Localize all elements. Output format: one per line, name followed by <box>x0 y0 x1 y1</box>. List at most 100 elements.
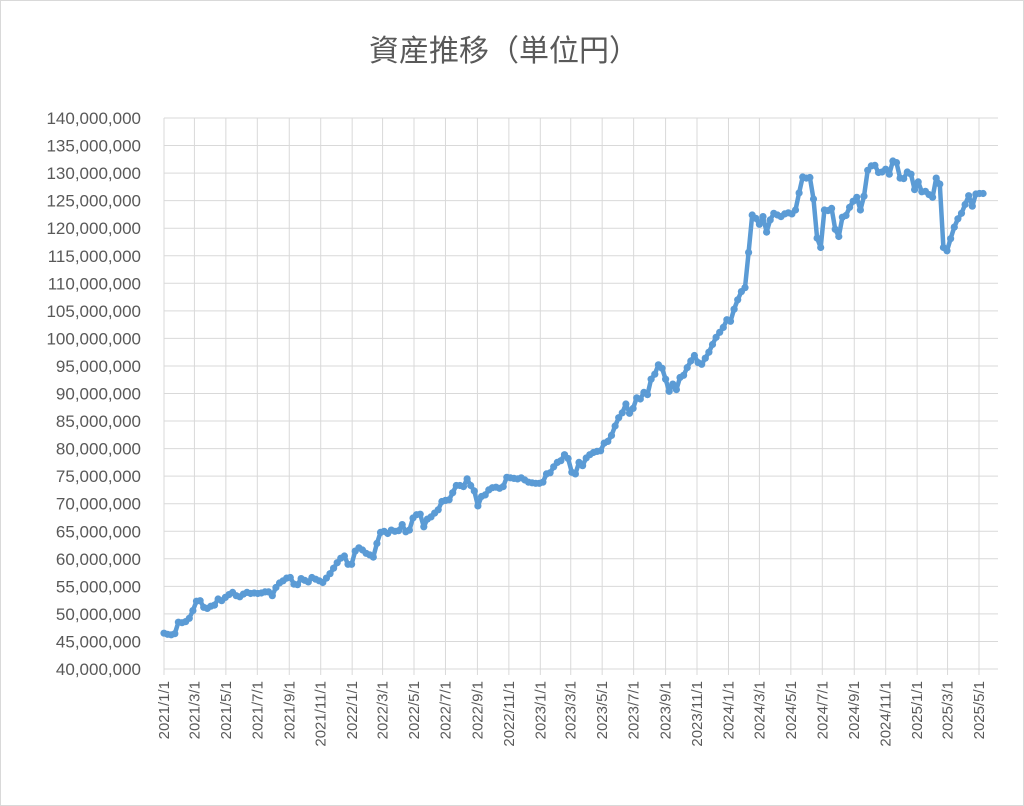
data-point <box>597 447 605 455</box>
data-point <box>947 235 955 243</box>
y-tick-label: 65,000,000 <box>56 522 141 541</box>
y-tick-label: 140,000,000 <box>46 109 141 128</box>
y-tick-label: 75,000,000 <box>56 467 141 486</box>
data-point <box>885 170 893 178</box>
data-point <box>481 491 489 499</box>
x-tick-label: 2022/5/1 <box>406 681 423 739</box>
data-point <box>795 189 803 197</box>
x-tick-label: 2021/7/1 <box>249 681 266 739</box>
x-tick-label: 2021/1/1 <box>156 681 173 739</box>
x-tick-label: 2021/11/1 <box>313 681 330 747</box>
data-point <box>719 323 727 331</box>
x-axis-tick-labels: 2021/1/1 2021/3/1 2021/5/1 2021/7/1 2021/9/1… <box>156 681 988 747</box>
data-point <box>911 186 919 194</box>
data-point <box>340 552 348 560</box>
data-point <box>950 223 958 231</box>
data-point <box>467 481 475 490</box>
data-point <box>813 234 821 242</box>
data-point <box>449 489 457 497</box>
x-tick-label: 2021/3/1 <box>186 681 203 739</box>
x-tick-label: 2024/11/1 <box>878 681 895 747</box>
x-tick-label: 2022/7/1 <box>437 681 454 739</box>
x-tick-label: 2023/1/1 <box>532 681 549 739</box>
data-point <box>564 454 572 463</box>
x-tick-label: 2023/9/1 <box>658 681 675 739</box>
y-tick-label: 115,000,000 <box>48 247 141 266</box>
data-point <box>954 215 962 223</box>
data-point <box>185 614 193 622</box>
data-point <box>459 483 468 491</box>
data-point <box>892 159 901 167</box>
data-point <box>651 370 659 378</box>
y-tick-label: 70,000,000 <box>56 495 141 514</box>
x-tick-label: 2024/9/1 <box>846 681 863 739</box>
y-tick-label: 105,000,000 <box>46 302 141 321</box>
y-tick-label: 55,000,000 <box>56 577 141 596</box>
gridlines <box>163 117 998 675</box>
data-point <box>835 232 843 241</box>
data-point <box>434 506 442 514</box>
data-point <box>571 470 580 478</box>
data-point <box>373 539 381 548</box>
series-line-layer <box>161 158 986 638</box>
data-point <box>611 422 619 430</box>
data-point <box>791 206 800 214</box>
x-tick-label: 2024/7/1 <box>814 681 831 739</box>
data-point-markers <box>160 157 987 639</box>
data-point <box>965 192 973 200</box>
data-point <box>405 526 413 534</box>
data-point <box>932 174 940 182</box>
data-point <box>759 213 767 221</box>
y-tick-label: 40,000,000 <box>56 660 141 679</box>
data-point <box>330 564 338 572</box>
data-point <box>470 487 478 495</box>
data-point <box>445 496 453 504</box>
data-point <box>680 371 688 379</box>
data-point <box>943 247 951 255</box>
data-point <box>687 357 695 365</box>
data-point <box>871 161 879 169</box>
y-tick-label: 125,000,000 <box>46 192 141 211</box>
data-point <box>395 527 403 535</box>
y-tick-label: 120,000,000 <box>46 219 141 238</box>
data-point <box>979 189 987 198</box>
data-point <box>622 400 630 408</box>
data-point <box>853 193 861 201</box>
data-point <box>474 502 482 510</box>
data-point <box>171 630 179 638</box>
y-tick-label: 95,000,000 <box>56 357 141 376</box>
y-tick-label: 80,000,000 <box>56 440 141 459</box>
data-point <box>658 364 666 372</box>
y-tick-label: 45,000,000 <box>56 632 141 651</box>
x-tick-label: 2021/5/1 <box>218 681 235 739</box>
data-point <box>557 457 565 465</box>
data-point <box>629 404 637 412</box>
data-point <box>745 248 753 256</box>
y-tick-label: 90,000,000 <box>56 385 141 404</box>
data-point <box>579 462 587 470</box>
data-point <box>957 209 966 217</box>
data-point <box>698 360 706 368</box>
data-point <box>348 560 356 568</box>
data-point <box>734 296 742 304</box>
data-point <box>636 395 644 403</box>
data-point <box>828 204 836 212</box>
data-point <box>705 348 713 356</box>
data-point <box>293 581 302 589</box>
data-point <box>672 386 681 394</box>
data-point <box>831 225 839 233</box>
data-point <box>546 469 554 477</box>
data-point <box>665 387 673 395</box>
x-tick-label: 2022/9/1 <box>469 681 486 739</box>
data-point <box>643 391 652 399</box>
x-tick-label: 2022/3/1 <box>375 681 392 739</box>
chart-title: 資産推移（単位円） <box>369 34 639 69</box>
data-point <box>499 483 507 491</box>
x-tick-label: 2022/11/1 <box>501 681 518 747</box>
x-tick-label: 2025/5/1 <box>971 681 988 739</box>
data-point <box>369 553 377 561</box>
y-tick-label: 85,000,000 <box>56 412 141 431</box>
y-tick-label: 135,000,000 <box>46 137 141 156</box>
